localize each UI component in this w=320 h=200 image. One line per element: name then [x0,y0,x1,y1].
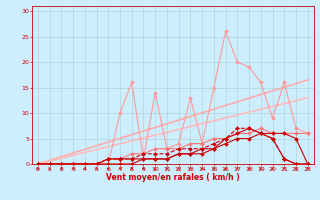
X-axis label: Vent moyen/en rafales ( km/h ): Vent moyen/en rafales ( km/h ) [106,173,240,182]
